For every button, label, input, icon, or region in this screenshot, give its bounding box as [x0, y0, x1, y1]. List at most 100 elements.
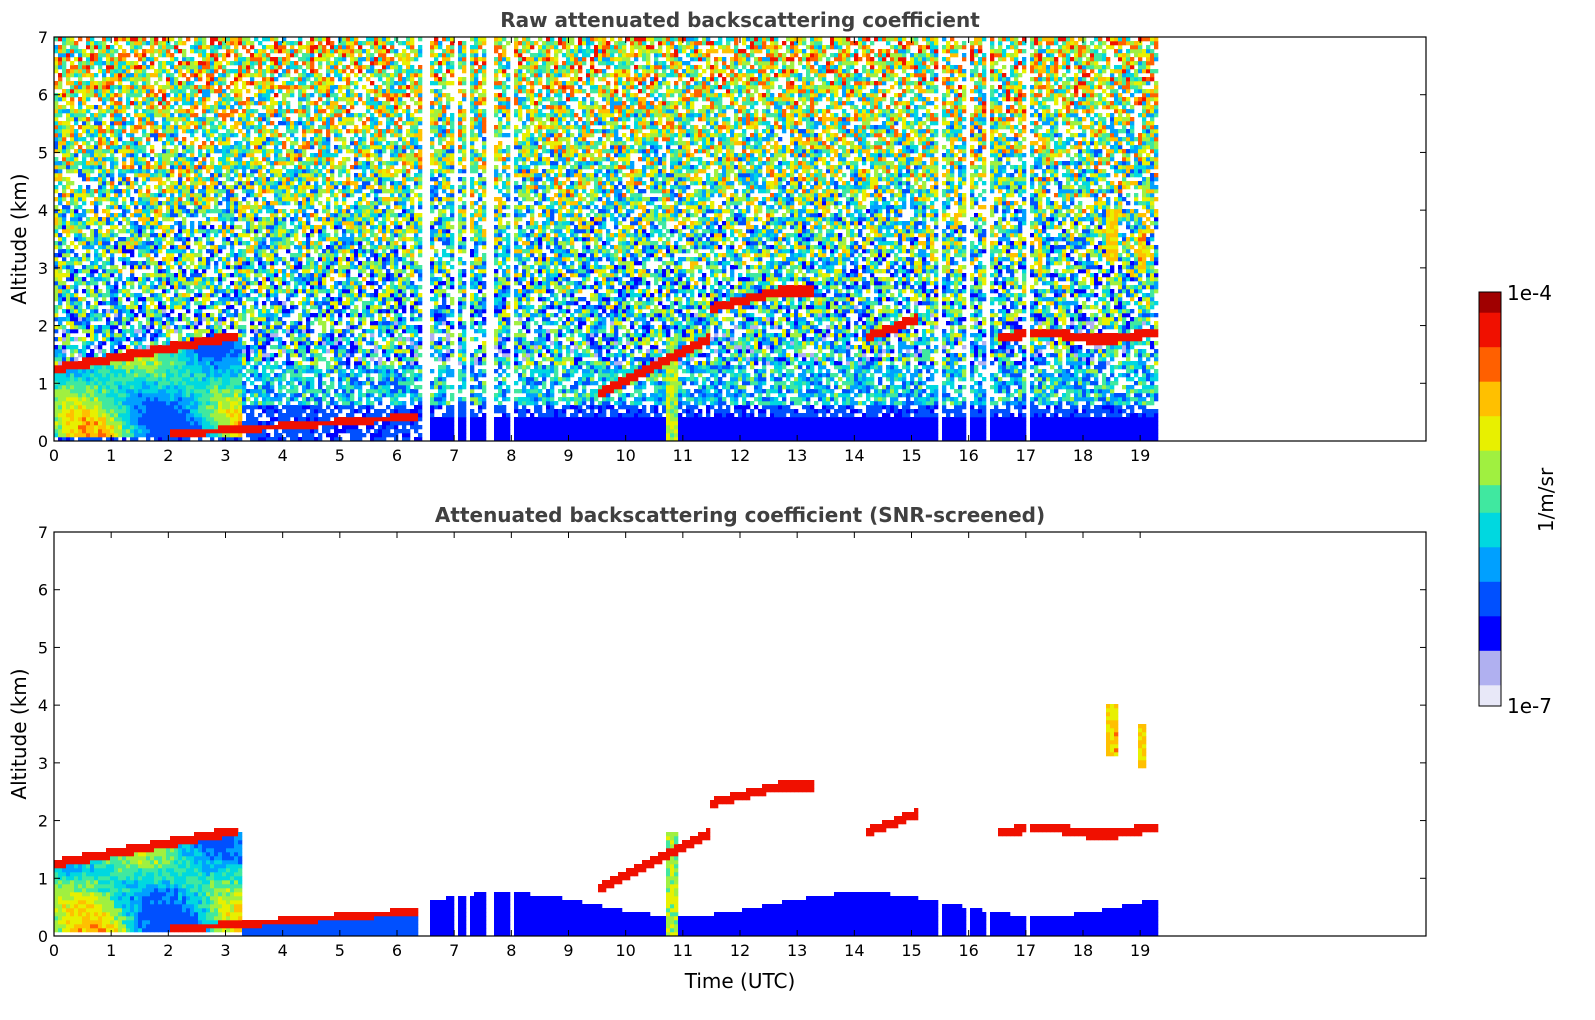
heatmap-cell	[154, 233, 159, 238]
heatmap-cell	[158, 209, 163, 214]
heatmap-cell	[202, 269, 207, 274]
heatmap-cell	[250, 373, 255, 378]
heatmap-cell	[222, 277, 227, 282]
heatmap-cell	[174, 185, 179, 190]
heatmap-cell	[174, 349, 179, 354]
heatmap-cell	[70, 305, 75, 310]
heatmap-cell	[154, 385, 159, 390]
heatmap-cell	[258, 245, 263, 250]
heatmap-cell	[254, 377, 259, 382]
heatmap-cell	[90, 37, 95, 42]
heatmap-cell	[258, 65, 263, 70]
heatmap-cell	[54, 157, 59, 162]
heatmap-cell	[238, 237, 243, 242]
heatmap-cell	[182, 345, 187, 350]
heatmap-cell	[130, 93, 135, 98]
heatmap-cell	[82, 373, 87, 378]
heatmap-cell	[294, 257, 299, 262]
heatmap-cell	[58, 249, 63, 254]
heatmap-cell	[230, 205, 235, 210]
heatmap-cell	[174, 305, 179, 310]
heatmap-cell	[294, 405, 299, 410]
heatmap-cell	[82, 349, 87, 354]
heatmap-cell	[158, 369, 163, 374]
heatmap-cell	[242, 189, 247, 194]
heatmap-cell	[98, 341, 103, 346]
heatmap-cell	[62, 381, 67, 386]
heatmap-cell	[130, 405, 135, 410]
heatmap-cell	[222, 81, 227, 86]
heatmap-cell	[186, 293, 191, 298]
heatmap-cell	[270, 213, 275, 218]
heatmap-cell	[270, 189, 275, 194]
heatmap-cell	[138, 389, 143, 394]
heatmap-cell	[106, 237, 111, 242]
heatmap-cell	[174, 317, 179, 322]
heatmap-cell	[78, 81, 83, 86]
heatmap-cell	[234, 37, 239, 42]
heatmap-cell	[134, 201, 139, 206]
heatmap-cell	[202, 197, 207, 202]
heatmap-cell	[190, 393, 195, 398]
heatmap-cell	[238, 437, 243, 441]
heatmap-cell	[186, 117, 191, 122]
heatmap-cell	[106, 157, 111, 162]
heatmap-cell	[106, 141, 111, 146]
heatmap-cell	[66, 437, 71, 441]
heatmap-cell	[118, 93, 123, 98]
heatmap-cell	[222, 433, 227, 438]
heatmap-cell	[214, 381, 219, 386]
heatmap-cell	[222, 337, 227, 342]
heatmap-cell	[186, 77, 191, 82]
heatmap-cell	[110, 417, 115, 422]
heatmap-cell	[210, 37, 215, 42]
heatmap-cell	[106, 281, 111, 286]
heatmap-cell	[158, 261, 163, 266]
heatmap-cell	[246, 109, 251, 114]
heatmap-cell	[178, 337, 183, 342]
heatmap-cell	[234, 85, 239, 90]
heatmap-cell	[70, 201, 75, 206]
heatmap-cell	[242, 265, 247, 270]
heatmap-cell	[82, 309, 87, 314]
heatmap-cell	[158, 285, 163, 290]
heatmap-cell	[210, 85, 215, 90]
heatmap-cell	[278, 233, 283, 238]
heatmap-cell	[102, 381, 107, 386]
heatmap-cell	[290, 309, 295, 314]
heatmap-cell	[150, 193, 155, 198]
heatmap-cell	[130, 41, 135, 46]
heatmap-cell	[194, 197, 199, 202]
heatmap-cell	[178, 173, 183, 178]
heatmap-cell	[294, 321, 299, 326]
heatmap-cell	[150, 97, 155, 102]
heatmap-cell	[286, 105, 291, 110]
heatmap-cell	[214, 321, 219, 326]
heatmap-cell	[234, 61, 239, 66]
heatmap-cell	[242, 397, 247, 402]
heatmap-cell	[82, 165, 87, 170]
heatmap-cell	[90, 377, 95, 382]
heatmap-cell	[134, 73, 139, 78]
heatmap-cell	[66, 277, 71, 282]
heatmap-cell	[66, 333, 71, 338]
heatmap-cell	[74, 361, 79, 366]
heatmap-cell	[130, 153, 135, 158]
heatmap-cell	[174, 41, 179, 46]
heatmap-cell	[174, 117, 179, 122]
heatmap-cell	[70, 405, 75, 410]
heatmap-cell	[174, 353, 179, 358]
heatmap-cell	[210, 349, 215, 354]
heatmap-cell	[86, 61, 91, 66]
heatmap-cell	[190, 145, 195, 150]
heatmap-cell	[74, 309, 79, 314]
heatmap-cell	[170, 45, 175, 50]
heatmap-cell	[286, 261, 291, 266]
heatmap-cell	[286, 429, 291, 434]
heatmap-cell	[162, 293, 167, 298]
heatmap-cell	[282, 141, 287, 146]
heatmap-cell	[66, 421, 71, 426]
heatmap-cell	[66, 253, 71, 258]
heatmap-cell	[54, 149, 59, 154]
heatmap-cell	[110, 165, 115, 170]
